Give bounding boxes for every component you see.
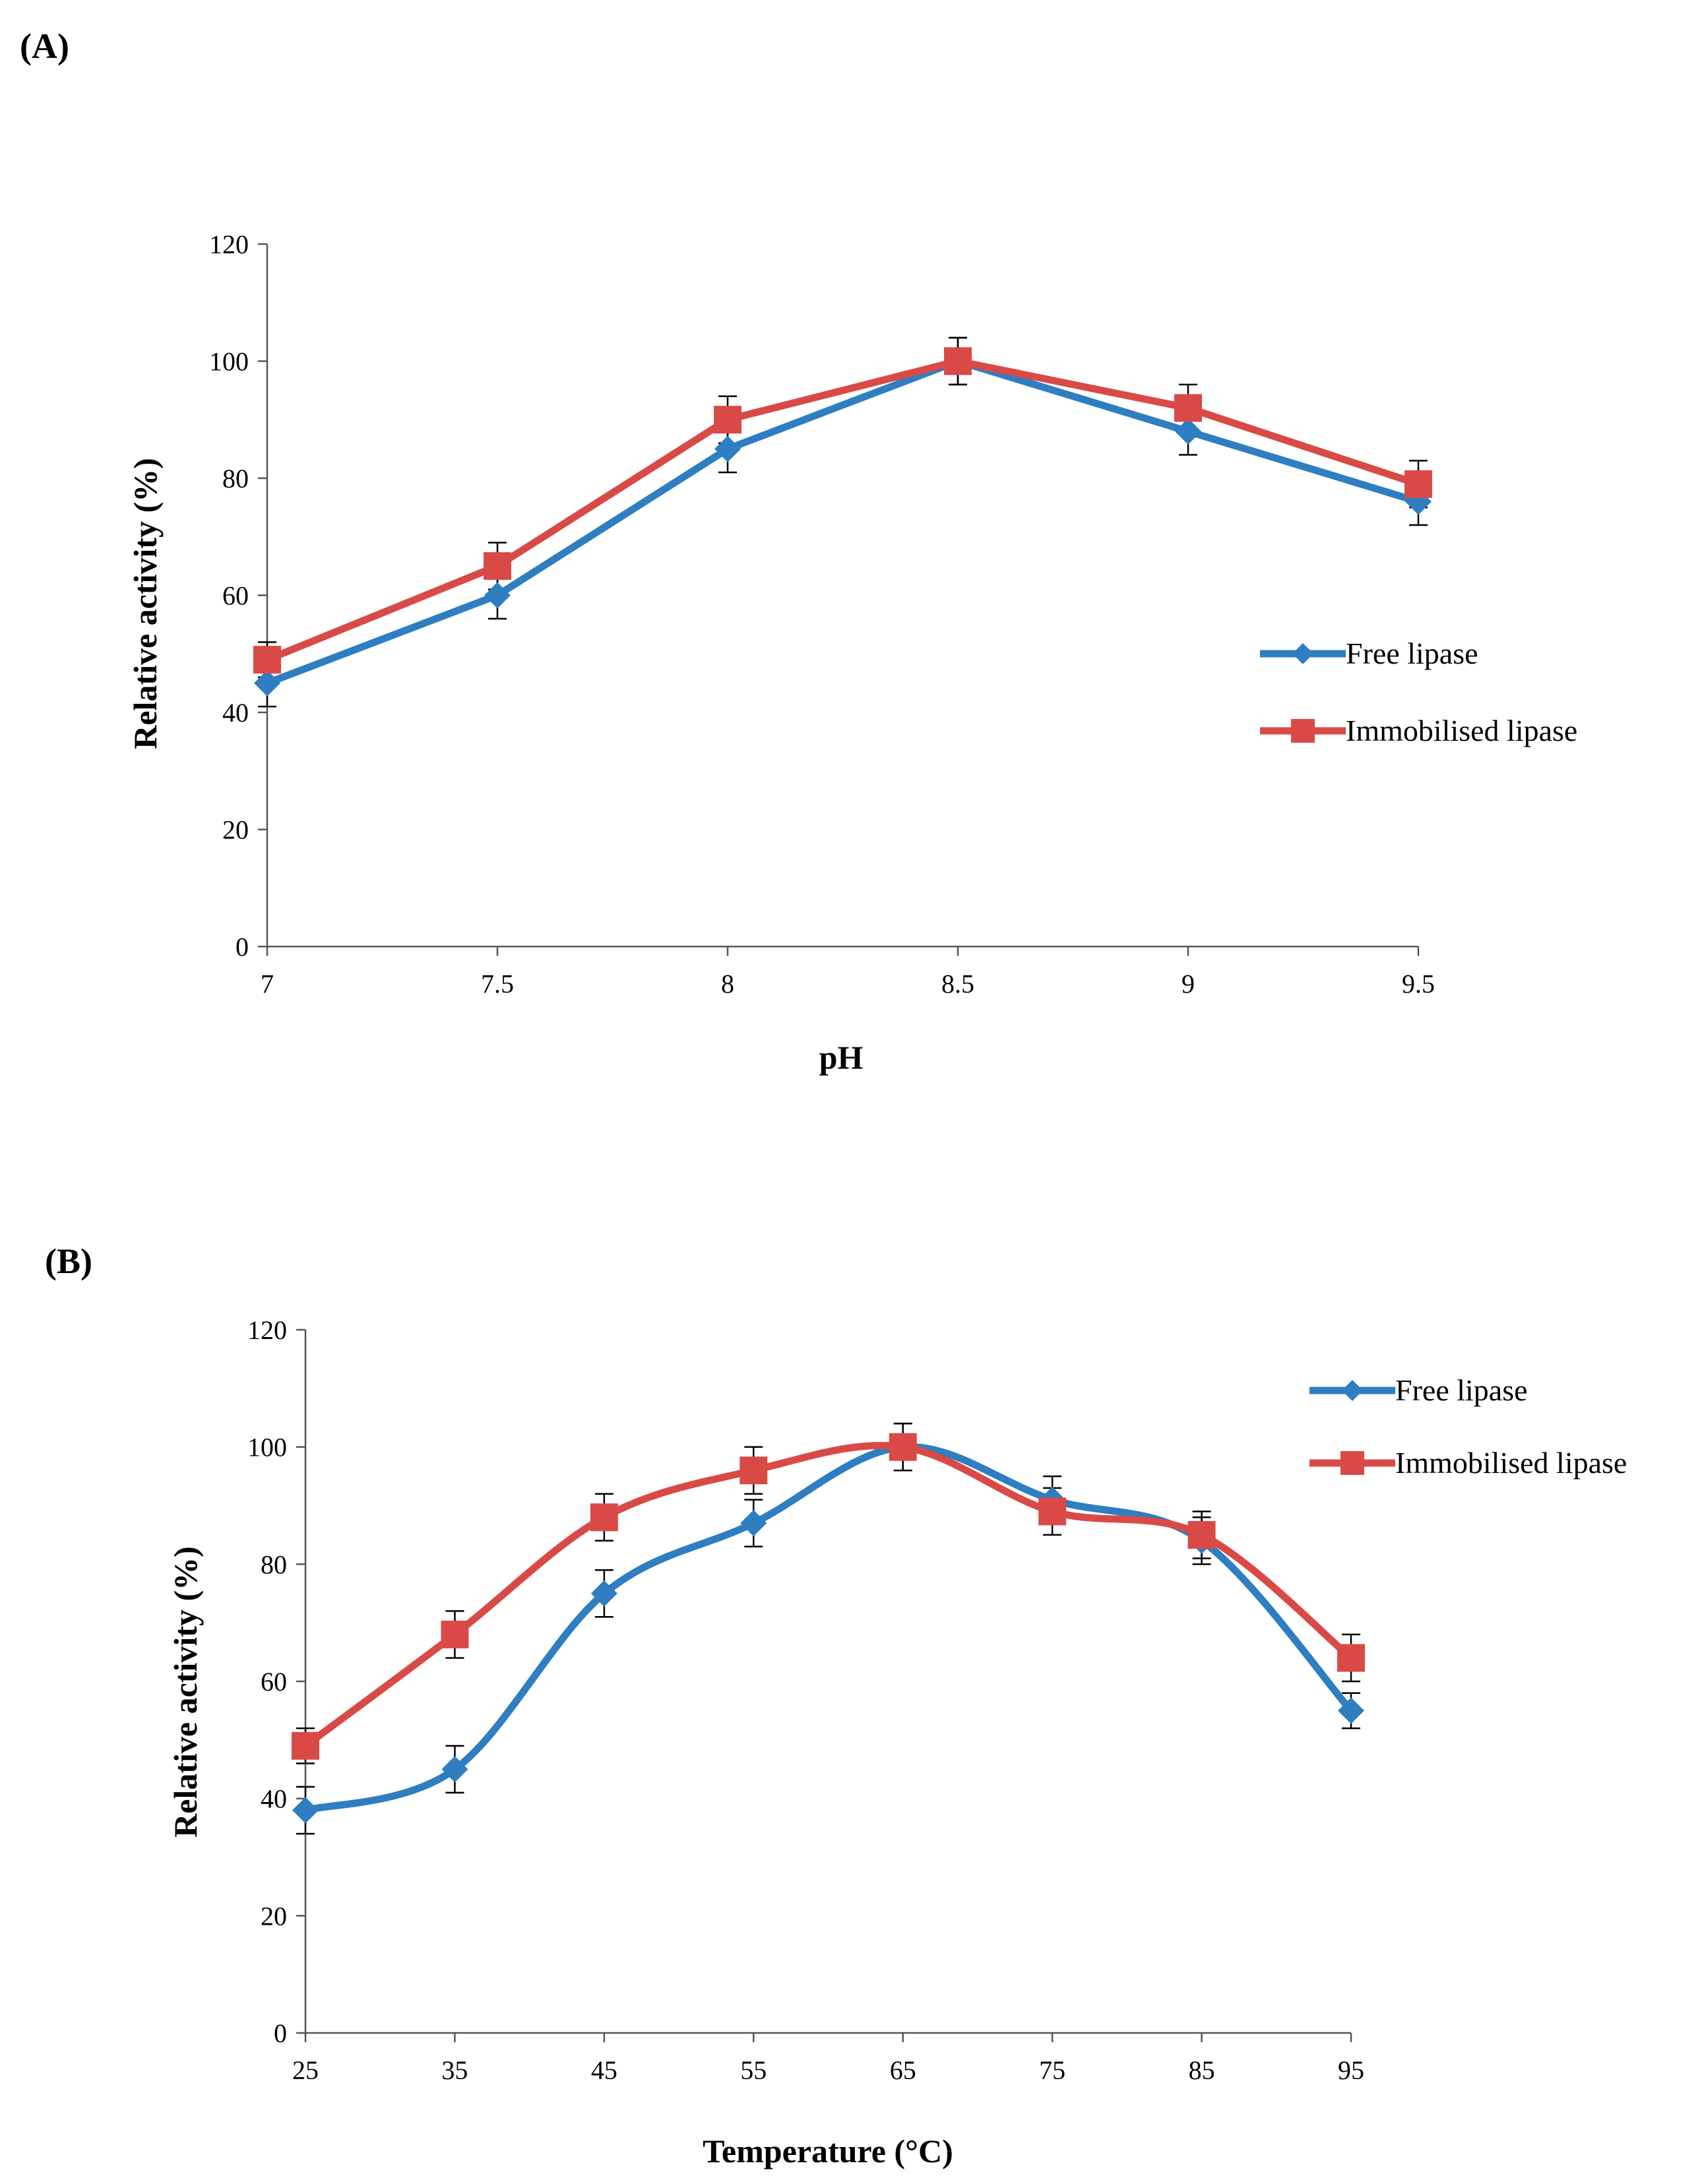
panel-b-legend-label-free: Free lipase xyxy=(1395,1373,1528,1407)
panel-b-legend-item-immobilised: Immobilised lipase xyxy=(1309,1446,1627,1480)
x-tick-label: 75 xyxy=(1039,2055,1065,2085)
panel-a-y-tick-labels: 0 20 40 60 80 100 120 xyxy=(209,230,249,962)
data-point-immobilised-lipase xyxy=(253,646,281,674)
panel-a-legend-item-immobilised: Immobilised lipase xyxy=(1260,714,1577,747)
data-point-free-lipase xyxy=(590,1580,617,1607)
x-tick-label: 65 xyxy=(890,2055,916,2085)
y-tick-label: 80 xyxy=(261,1549,287,1579)
x-tick-label: 35 xyxy=(441,2055,468,2085)
panel-a-chart: (A) 0 20 40 60 80 100 120 7 7.5 8 8.5 9 9.5 pH Rela… xyxy=(20,26,1577,1076)
panel-a-legend-item-free: Free lipase xyxy=(1260,637,1478,670)
x-tick-label: 45 xyxy=(591,2055,617,2085)
data-point-free-lipase xyxy=(292,1797,319,1824)
square-marker-icon xyxy=(1340,1451,1364,1475)
data-point-immobilised-lipase xyxy=(714,406,741,434)
data-point-immobilised-lipase xyxy=(1038,1497,1067,1526)
y-tick-label: 0 xyxy=(236,932,249,962)
panel-b-legend-item-free: Free lipase xyxy=(1309,1373,1528,1407)
panel-b-label: (B) xyxy=(45,1241,92,1281)
data-point-immobilised-lipase xyxy=(889,1433,917,1461)
panel-a-label: (A) xyxy=(20,26,69,66)
x-tick-label: 8 xyxy=(721,969,734,999)
series-line-immobilised-lipase xyxy=(263,358,1422,664)
data-point-free-lipase xyxy=(441,1756,468,1783)
panel-a-axes xyxy=(258,243,1420,956)
data-point-immobilised-lipase xyxy=(1174,394,1202,422)
x-tick-label: 85 xyxy=(1189,2055,1215,2085)
panel-a-x-tick-labels: 7 7.5 8 8.5 9 9.5 xyxy=(261,969,1435,999)
y-tick-label: 100 xyxy=(209,347,249,377)
data-point-free-lipase xyxy=(714,435,741,462)
x-tick-label: 8.5 xyxy=(941,969,974,999)
data-point-free-lipase xyxy=(254,670,280,697)
panel-b-legend: Free lipase Immobilised lipase xyxy=(1309,1373,1627,1480)
data-point-immobilised-lipase xyxy=(944,347,972,375)
data-point-free-lipase xyxy=(740,1510,767,1537)
panel-b-x-axis-title: Temperature (°C) xyxy=(703,2133,953,2169)
panel-a-series-lines xyxy=(263,358,1422,687)
panel-a-legend: Free lipase Immobilised lipase xyxy=(1260,637,1577,747)
diamond-marker-icon xyxy=(1292,643,1313,664)
panel-a-y-axis-title: Relative activity (%) xyxy=(127,458,164,749)
y-tick-label: 60 xyxy=(261,1667,287,1697)
x-tick-label: 7.5 xyxy=(481,969,514,999)
square-marker-icon xyxy=(1291,719,1315,743)
y-tick-label: 100 xyxy=(247,1433,287,1462)
y-tick-label: 80 xyxy=(222,464,249,493)
panel-b-axes xyxy=(296,1328,1352,2042)
panel-b-y-axis-title: Relative activity (%) xyxy=(167,1546,204,1838)
data-point-immobilised-lipase xyxy=(292,1732,319,1760)
panel-b-markers xyxy=(292,1433,1365,1824)
x-tick-label: 7 xyxy=(261,969,274,999)
data-point-immobilised-lipase xyxy=(1337,1644,1365,1672)
y-tick-label: 40 xyxy=(222,698,249,728)
data-point-free-lipase xyxy=(1338,1697,1364,1724)
x-tick-label: 95 xyxy=(1338,2055,1364,2085)
series-line-free-lipase xyxy=(263,358,1422,687)
data-point-immobilised-lipase xyxy=(590,1503,618,1532)
series-line-immobilised-lipase xyxy=(301,1441,1355,1750)
panel-a-markers xyxy=(253,347,1432,697)
y-tick-label: 20 xyxy=(222,815,249,845)
x-tick-label: 55 xyxy=(740,2055,767,2085)
panel-a-legend-label-immobilised: Immobilised lipase xyxy=(1346,714,1577,747)
panel-b-chart: (B) 0 20 40 60 80 100 120 25 35 45 55 65 75 85 95 Tem… xyxy=(45,1241,1627,2169)
panel-b-legend-label-immobilised: Immobilised lipase xyxy=(1395,1446,1627,1480)
data-point-free-lipase xyxy=(484,582,511,609)
x-tick-label: 9.5 xyxy=(1402,969,1435,999)
data-point-immobilised-lipase xyxy=(1187,1520,1216,1549)
data-point-immobilised-lipase xyxy=(441,1620,469,1648)
data-point-immobilised-lipase xyxy=(484,552,511,580)
y-tick-label: 20 xyxy=(261,1901,287,1931)
diamond-marker-icon xyxy=(1342,1380,1363,1401)
data-point-free-lipase xyxy=(1175,418,1201,445)
x-tick-label: 25 xyxy=(292,2055,319,2085)
x-tick-label: 9 xyxy=(1182,969,1195,999)
panel-b-y-tick-labels: 0 20 40 60 80 100 120 xyxy=(247,1315,287,2048)
y-tick-label: 60 xyxy=(222,581,249,611)
y-tick-label: 40 xyxy=(261,1784,287,1814)
panel-a-x-axis-title: pH xyxy=(819,1039,864,1076)
y-tick-label: 120 xyxy=(247,1315,287,1345)
y-tick-label: 120 xyxy=(209,230,249,259)
y-tick-label: 0 xyxy=(274,2018,287,2048)
panel-b-x-tick-labels: 25 35 45 55 65 75 85 95 xyxy=(292,2055,1364,2085)
data-point-immobilised-lipase xyxy=(740,1456,768,1485)
panel-a-legend-label-free: Free lipase xyxy=(1346,637,1478,670)
data-point-immobilised-lipase xyxy=(1404,470,1432,498)
